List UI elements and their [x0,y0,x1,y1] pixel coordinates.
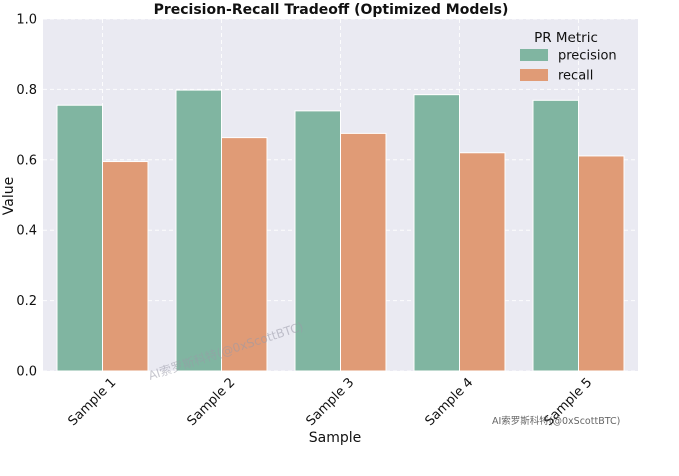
y-tick-label: 0.4 [16,224,37,239]
chart-title: Precision-Recall Tradeoff (Optimized Mod… [154,2,509,18]
bar-precision [56,104,103,372]
y-tick-label: 0.0 [16,365,37,380]
bar-recall [102,161,149,372]
bar-recall [221,137,268,372]
legend-label-precision: precision [558,49,617,64]
bar-precision [175,89,222,372]
y-tick-label: 1.0 [16,13,37,28]
bar-precision [532,99,579,372]
y-tick-label: 0.8 [16,83,37,98]
y-tick-label: 0.6 [16,153,37,168]
x-tick-label: Sample 4 [422,375,476,429]
bar-recall [340,132,387,372]
x-axis-label: Sample [309,430,362,446]
bar-precision [294,110,341,372]
x-tick-label: Sample 2 [184,375,238,429]
bars [56,89,625,372]
legend-swatch-recall [520,69,548,81]
watermark-corner: AI索罗斯科特(@0xScottBTC) [492,415,620,427]
y-tick-labels: 0.0 0.2 0.4 0.6 0.8 1.0 [16,13,37,380]
legend-swatch-precision [520,49,548,61]
x-tick-label: Sample 1 [65,375,119,429]
legend-label-recall: recall [558,69,593,84]
legend-title: PR Metric [534,30,598,46]
bar-recall [459,152,506,372]
y-axis-label: Value [1,177,17,215]
x-tick-label: Sample 3 [303,375,357,429]
bar-precision [413,94,460,372]
bar-recall [578,155,625,372]
legend: PR Metric precision recall [520,30,617,84]
y-tick-label: 0.2 [16,294,37,309]
